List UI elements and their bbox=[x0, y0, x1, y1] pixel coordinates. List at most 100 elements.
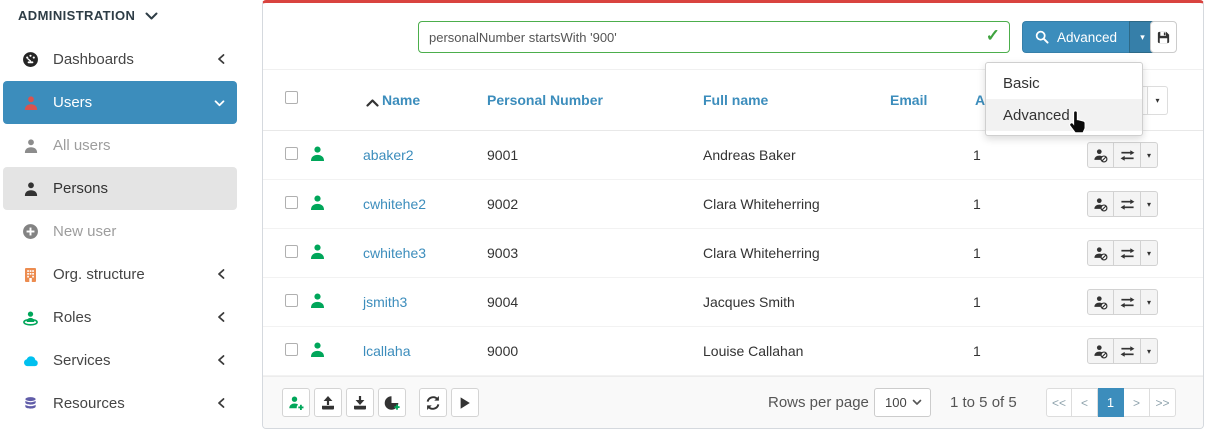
personal-number-cell: 9000 bbox=[487, 343, 519, 359]
save-search-button[interactable] bbox=[1150, 21, 1177, 53]
sidebar-item-roles[interactable]: Roles bbox=[3, 296, 237, 339]
reconcile-button[interactable] bbox=[1114, 191, 1141, 217]
page-number-button[interactable]: 1 bbox=[1098, 388, 1124, 417]
user-slash-icon bbox=[1094, 148, 1108, 162]
reconcile-button[interactable] bbox=[1114, 142, 1141, 168]
disable-user-button[interactable] bbox=[1087, 338, 1114, 364]
sidebar-item-all-users[interactable]: All users bbox=[3, 124, 237, 167]
search-mode-menu: Basic Advanced bbox=[985, 62, 1143, 136]
column-header-email[interactable]: Email bbox=[890, 92, 928, 108]
sidebar-section-administration[interactable]: ADMINISTRATION bbox=[0, 0, 250, 27]
sidebar-menu: Dashboards Users All users bbox=[0, 38, 250, 425]
sidebar-item-org-structure[interactable]: Org. structure bbox=[3, 253, 237, 296]
user-name-link[interactable]: jsmith3 bbox=[363, 294, 408, 310]
page-prev-button[interactable]: < bbox=[1072, 388, 1098, 417]
accounts-count-cell: 1 bbox=[973, 245, 981, 261]
table-body: abaker2 9001 Andreas Baker 1 ▾ cwhitehe2… bbox=[263, 131, 1203, 376]
refresh-button[interactable] bbox=[419, 388, 447, 417]
swap-arrows-icon bbox=[1120, 198, 1134, 210]
menu-item-advanced[interactable]: Advanced bbox=[986, 99, 1142, 131]
caret-down-icon: ▾ bbox=[1146, 346, 1151, 356]
page-first-button[interactable]: << bbox=[1046, 388, 1072, 417]
pagination-range-label: 1 to 5 of 5 bbox=[950, 394, 1017, 411]
row-checkbox[interactable] bbox=[285, 343, 298, 356]
personal-number-cell: 9002 bbox=[487, 196, 519, 212]
row-checkbox[interactable] bbox=[285, 147, 298, 160]
row-actions: ▾ bbox=[1087, 240, 1158, 266]
sidebar-item-label: Roles bbox=[53, 309, 92, 326]
role-icon bbox=[22, 309, 39, 326]
sidebar-item-users[interactable]: Users bbox=[3, 81, 237, 124]
select-all-checkbox[interactable] bbox=[285, 91, 298, 109]
personal-number-cell: 9003 bbox=[487, 245, 519, 261]
chevron-left-icon bbox=[217, 309, 225, 326]
user-name-link[interactable]: cwhitehe2 bbox=[363, 196, 427, 212]
table-row: lcallaha 9000 Louise Callahan 1 ▾ bbox=[263, 327, 1203, 376]
accounts-count-cell: 1 bbox=[973, 196, 981, 212]
export-download-button[interactable] bbox=[346, 388, 374, 417]
table-options-caret-button[interactable]: ▾ bbox=[1148, 86, 1168, 115]
user-name-link[interactable]: lcallaha bbox=[363, 343, 411, 359]
swap-arrows-icon bbox=[1120, 345, 1134, 357]
row-checkbox[interactable] bbox=[285, 245, 298, 258]
sidebar-item-dashboards[interactable]: Dashboards bbox=[3, 38, 237, 81]
row-checkbox[interactable] bbox=[285, 196, 298, 209]
column-header-name[interactable]: Name bbox=[382, 92, 421, 108]
download-icon bbox=[354, 395, 366, 409]
disable-user-button[interactable] bbox=[1087, 191, 1114, 217]
row-menu-caret-button[interactable]: ▾ bbox=[1141, 240, 1158, 266]
import-upload-button[interactable] bbox=[314, 388, 342, 417]
sidebar-item-label: All users bbox=[53, 137, 111, 154]
checkbox[interactable] bbox=[285, 91, 298, 104]
accounts-count-cell: 1 bbox=[973, 294, 981, 310]
row-menu-caret-button[interactable]: ▾ bbox=[1141, 338, 1158, 364]
user-slash-icon bbox=[1094, 197, 1108, 211]
user-icon bbox=[22, 180, 39, 197]
full-name-cell: Clara Whiteherring bbox=[703, 196, 820, 212]
reconcile-button[interactable] bbox=[1114, 338, 1141, 364]
caret-down-icon: ▾ bbox=[1146, 199, 1151, 209]
reconcile-button[interactable] bbox=[1114, 289, 1141, 315]
row-menu-caret-button[interactable]: ▾ bbox=[1141, 191, 1158, 217]
sidebar-item-label: Persons bbox=[53, 180, 109, 197]
caret-down-icon: ▾ bbox=[1140, 31, 1145, 42]
reconcile-button[interactable] bbox=[1114, 240, 1141, 266]
full-name-cell: Jacques Smith bbox=[703, 294, 795, 310]
search-advanced-label: Advanced bbox=[1057, 29, 1118, 45]
page-next-button[interactable]: > bbox=[1124, 388, 1150, 417]
row-menu-caret-button[interactable]: ▾ bbox=[1141, 289, 1158, 315]
person-icon bbox=[309, 194, 326, 214]
column-header-full-name[interactable]: Full name bbox=[703, 92, 769, 108]
create-report-button[interactable] bbox=[378, 388, 406, 417]
search-input[interactable] bbox=[418, 21, 1010, 53]
chevron-left-icon bbox=[217, 352, 225, 369]
row-checkbox[interactable] bbox=[285, 294, 298, 307]
row-menu-caret-button[interactable]: ▾ bbox=[1141, 142, 1158, 168]
full-name-cell: Louise Callahan bbox=[703, 343, 804, 359]
full-name-cell: Clara Whiteherring bbox=[703, 245, 820, 261]
add-person-button[interactable] bbox=[282, 388, 310, 417]
sidebar-item-new-user[interactable]: New user bbox=[3, 210, 237, 253]
pie-chart-plus-icon bbox=[384, 395, 400, 410]
sidebar-item-label: Org. structure bbox=[53, 266, 145, 283]
disable-user-button[interactable] bbox=[1087, 289, 1114, 315]
sidebar-item-resources[interactable]: Resources bbox=[3, 382, 237, 425]
user-name-link[interactable]: abaker2 bbox=[363, 147, 414, 163]
upload-icon bbox=[322, 395, 334, 409]
sidebar-item-services[interactable]: Services bbox=[3, 339, 237, 382]
user-name-link[interactable]: cwhitehe3 bbox=[363, 245, 427, 261]
column-header-personal-number[interactable]: Personal Number bbox=[487, 92, 603, 108]
user-slash-icon bbox=[1094, 246, 1108, 260]
sidebar-item-persons[interactable]: Persons bbox=[3, 167, 237, 210]
rows-per-page-select[interactable]: 100 bbox=[874, 388, 931, 417]
disable-user-button[interactable] bbox=[1087, 142, 1114, 168]
swap-arrows-icon bbox=[1120, 247, 1134, 259]
disable-user-button[interactable] bbox=[1087, 240, 1114, 266]
menu-item-basic[interactable]: Basic bbox=[1003, 74, 1040, 92]
sidebar-item-label: New user bbox=[53, 223, 117, 240]
page-last-button[interactable]: >> bbox=[1150, 388, 1176, 417]
rows-per-page-label: Rows per page bbox=[768, 394, 869, 411]
run-task-button[interactable] bbox=[451, 388, 479, 417]
sidebar-item-label: Users bbox=[53, 94, 93, 111]
search-advanced-button[interactable]: Advanced bbox=[1022, 21, 1130, 53]
